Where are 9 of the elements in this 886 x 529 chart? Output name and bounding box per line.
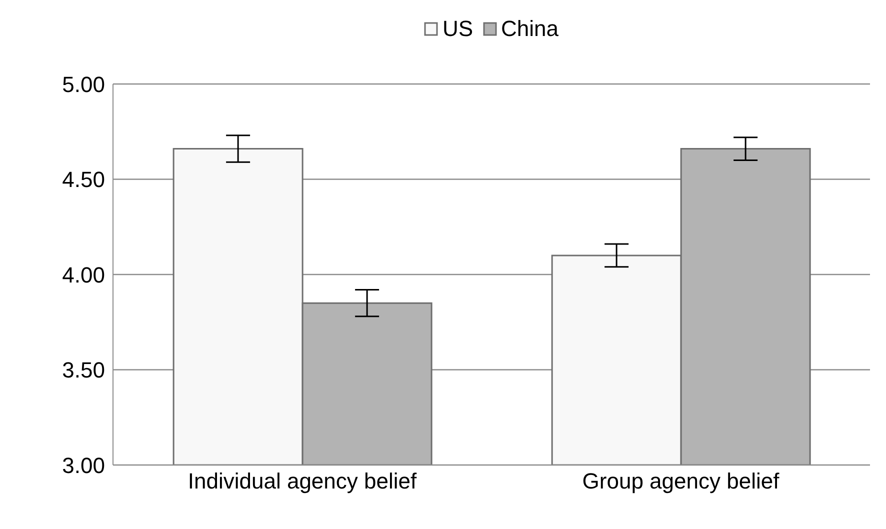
x-tick-label: Individual agency belief xyxy=(188,468,418,494)
y-tick-label: 3.00 xyxy=(62,452,105,478)
y-tick-label: 5.00 xyxy=(62,72,105,97)
y-tick-label: 4.00 xyxy=(62,262,105,288)
y-tick-label: 4.50 xyxy=(62,167,105,192)
y-tick-label: 3.50 xyxy=(62,358,105,383)
x-tick-label: Group agency belief xyxy=(582,468,780,494)
legend-label: US xyxy=(442,16,474,42)
legend-label: China xyxy=(501,16,559,42)
